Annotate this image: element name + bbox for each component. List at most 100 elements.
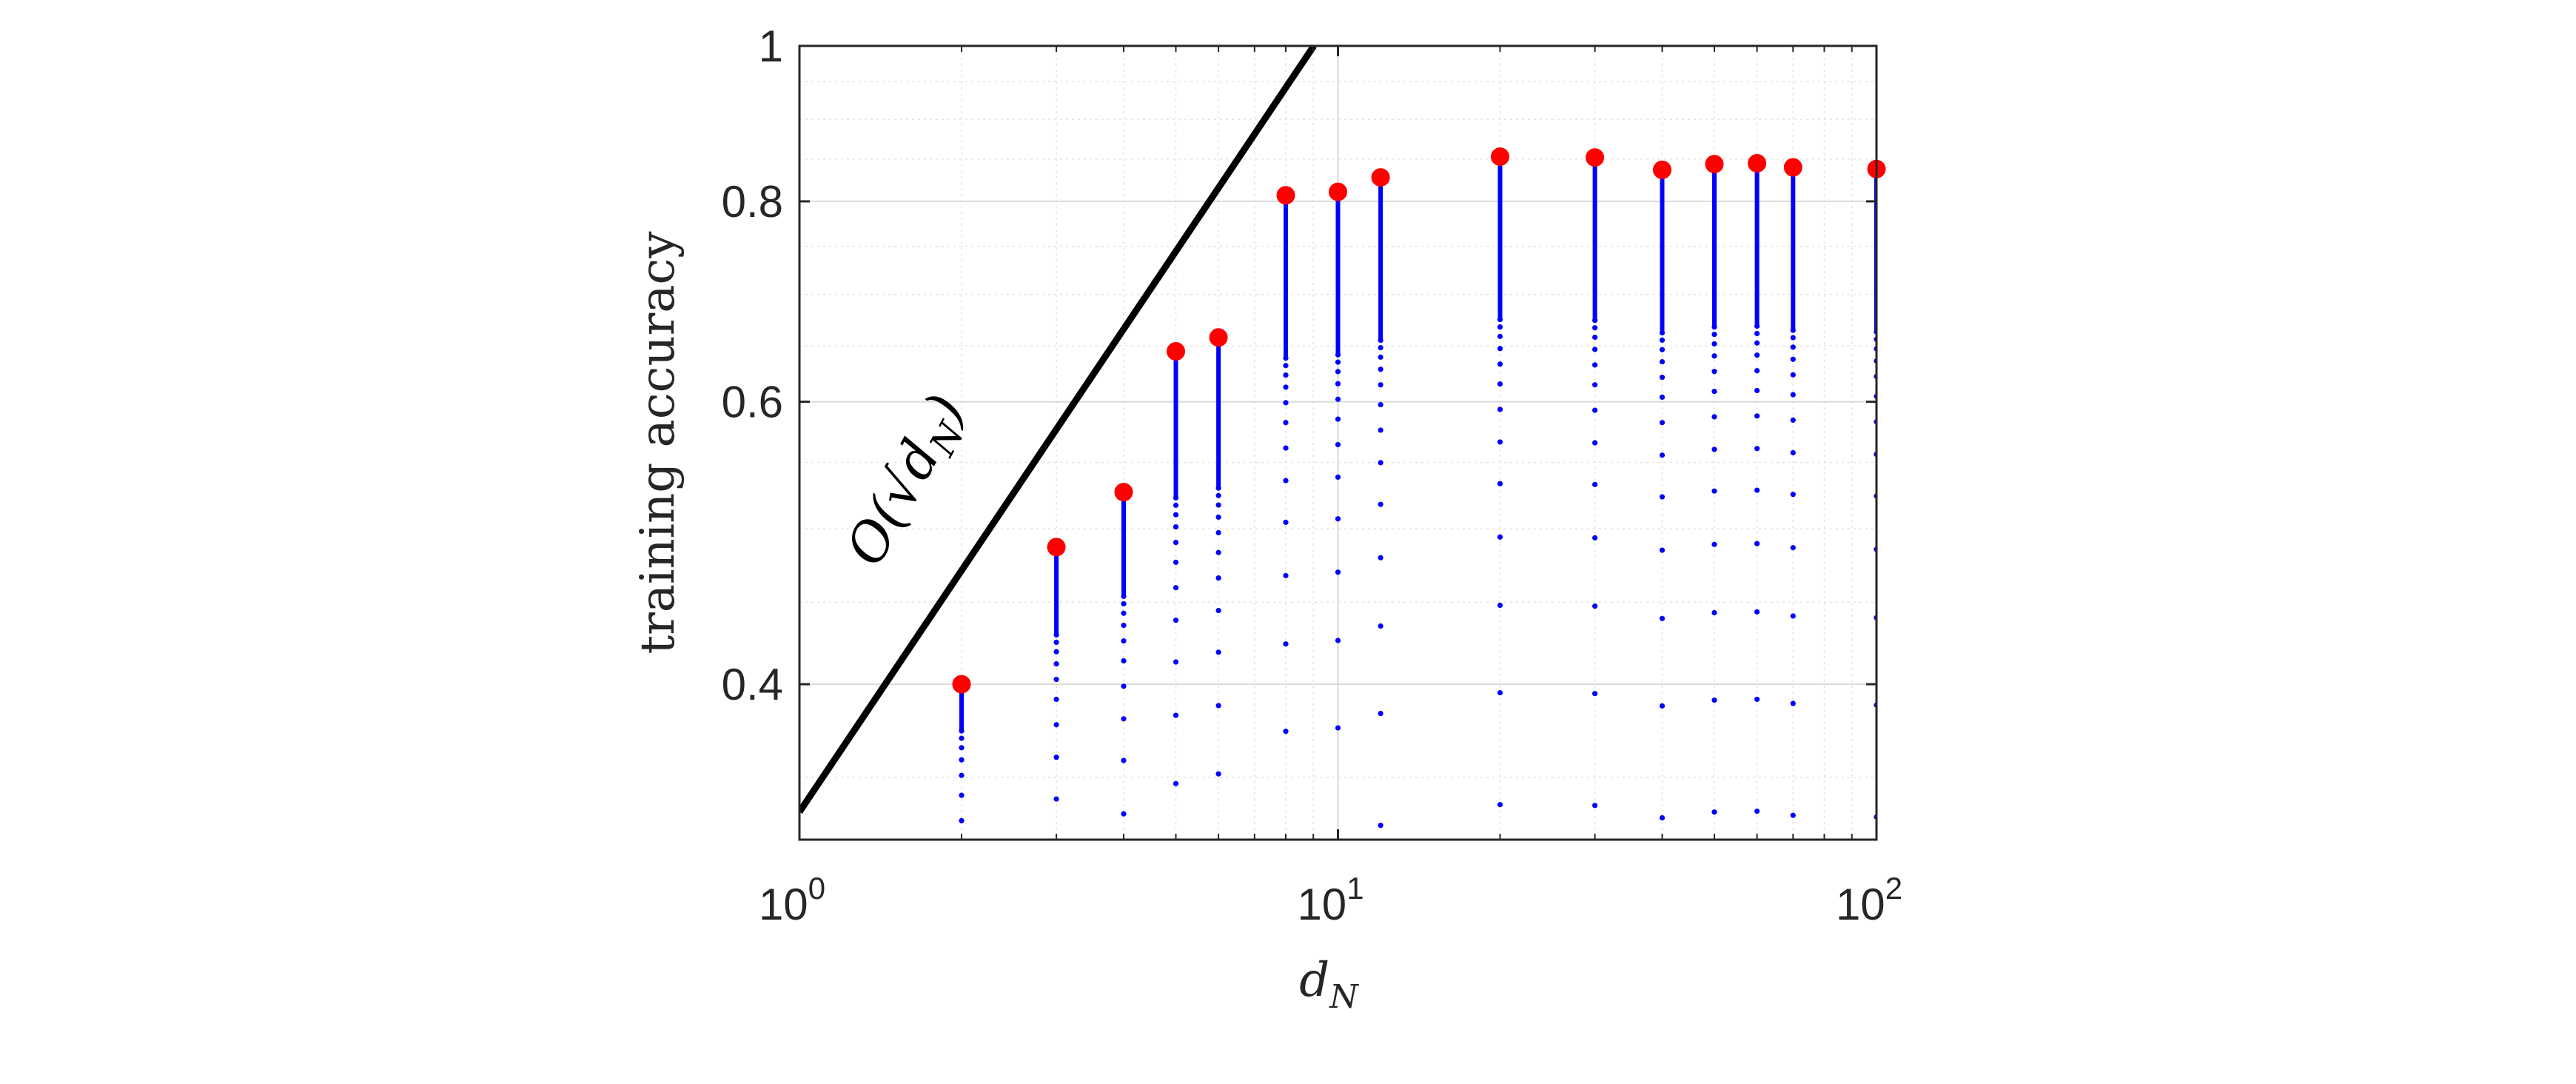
stem-dot: [1053, 676, 1059, 683]
stem-dot: [1335, 359, 1341, 365]
stem-dot: [1790, 335, 1796, 341]
stem-dot: [1378, 427, 1383, 433]
max-marker: [1652, 160, 1671, 179]
max-marker: [952, 675, 971, 694]
stem-dot: [1053, 661, 1059, 667]
stem-dot: [1378, 344, 1383, 351]
stem-dot: [1378, 367, 1383, 372]
stem-dot: [1592, 691, 1598, 697]
stem-dot: [1283, 363, 1289, 369]
x-tick-label-exponent: 1: [1346, 871, 1364, 906]
x-tick-label-exponent: 2: [1885, 871, 1902, 906]
stem-dot: [1659, 337, 1666, 344]
max-marker: [1783, 158, 1802, 177]
stem-dot: [1497, 802, 1503, 808]
stem-dot: [1790, 344, 1796, 350]
stem-dot: [1592, 481, 1598, 487]
stem-dot: [1173, 512, 1179, 518]
stem-dot: [1121, 658, 1127, 664]
stem-dot: [1592, 347, 1598, 352]
stem-dot: [1121, 683, 1127, 689]
x-tick-label: 102: [1836, 871, 1902, 929]
stem-dot: [1711, 388, 1717, 395]
stem-dot: [1283, 519, 1289, 525]
stem-dot: [1283, 420, 1289, 426]
stem-dot: [1592, 440, 1598, 446]
stem-dot: [1711, 697, 1717, 703]
stem-dot: [1497, 346, 1503, 352]
stem-dot: [1754, 368, 1760, 374]
stem-dot: [1754, 352, 1760, 358]
stem-dot: [1754, 541, 1760, 546]
stem-dot: [1121, 811, 1127, 817]
stem-dot: [1121, 600, 1127, 607]
stem-dot: [1790, 327, 1796, 333]
stem-dot: [1659, 420, 1666, 426]
stem-dot: [1711, 609, 1717, 616]
stem-dot: [1173, 523, 1179, 530]
x-axis-label-subscript: N: [1329, 978, 1359, 1016]
max-marker: [1490, 147, 1509, 167]
stem-dots-x6: [1215, 337, 1221, 777]
stem-dot: [1754, 487, 1760, 493]
stem-dot: [1790, 613, 1796, 619]
stem-dot: [1497, 439, 1503, 445]
max-marker: [1705, 155, 1724, 174]
stem-dot: [1711, 331, 1717, 338]
stem-dots-x5: [1173, 351, 1179, 786]
stem-dot: [1711, 541, 1717, 547]
stem-dot: [1335, 416, 1341, 422]
stem-dot: [1173, 585, 1179, 591]
stem-dot: [1711, 369, 1717, 375]
stem-dot: [1754, 323, 1760, 329]
stem-dot: [1659, 358, 1666, 365]
stem-dot: [1497, 361, 1503, 367]
stem-dot: [1053, 639, 1059, 646]
stem-dot: [1754, 696, 1760, 703]
x-tick-label-base: 10: [759, 880, 808, 929]
stem-dot: [1790, 700, 1796, 706]
stem-dot: [1754, 330, 1760, 337]
max-marker: [1748, 153, 1767, 173]
stem-dot: [1283, 445, 1289, 451]
stem-dot: [1711, 353, 1717, 359]
stem-dot: [1659, 329, 1666, 336]
stem-dot: [1121, 716, 1127, 722]
y-tick-label: 0.8: [722, 177, 783, 227]
stem-dot: [1754, 387, 1760, 394]
stem-dot: [1378, 623, 1383, 629]
stem-dot: [1790, 417, 1796, 423]
data-series: [959, 156, 1876, 829]
stem-dot: [1283, 729, 1289, 735]
stem-dot: [959, 817, 965, 824]
stem-dot: [1335, 352, 1341, 358]
stem-dot: [1790, 492, 1796, 498]
stem-dot: [1173, 618, 1179, 623]
stem-dots-x30: [1592, 157, 1598, 809]
max-marker: [1276, 186, 1295, 205]
stem-dot: [1335, 516, 1341, 522]
stem-dot: [1378, 823, 1383, 829]
stem-dot: [1497, 689, 1503, 696]
stem-dot: [1497, 324, 1503, 330]
stem-dot: [1215, 514, 1221, 521]
stem-dot: [1173, 495, 1179, 501]
stem-dot: [1592, 325, 1598, 331]
y-tick-label: 0.4: [722, 660, 783, 709]
stem-dot: [1378, 337, 1383, 344]
x-axis-label-main: d: [1299, 953, 1329, 1008]
stem-dot: [1121, 610, 1127, 616]
stem-dot: [1659, 814, 1666, 821]
stem-dot: [1283, 641, 1289, 647]
stem-dot: [1497, 481, 1503, 486]
stem-dot: [1283, 372, 1289, 378]
stem-dot: [1215, 771, 1221, 777]
stem-dot: [1592, 382, 1598, 388]
stem-dot: [1053, 755, 1059, 760]
stem-dot: [1335, 381, 1341, 387]
stem-dot: [1335, 441, 1341, 448]
stem-dot: [1790, 545, 1796, 551]
stem-dot: [1754, 808, 1760, 814]
stem-dot: [1173, 539, 1179, 546]
